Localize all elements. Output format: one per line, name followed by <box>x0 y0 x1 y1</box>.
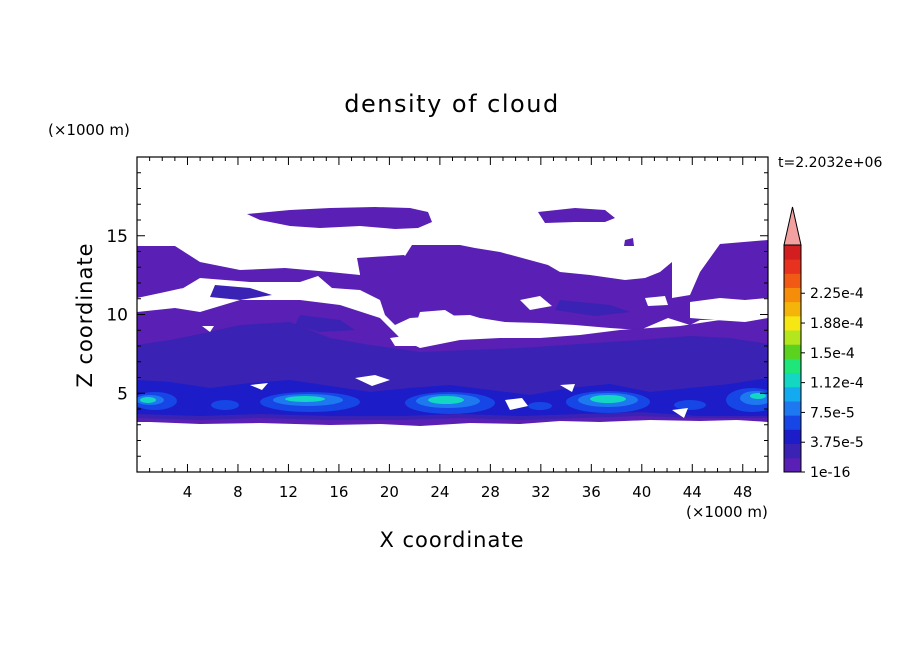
y-axis-label: Z coordinate <box>73 242 97 387</box>
x-tick-label: 12 <box>279 483 298 501</box>
cloud-streak-1 <box>210 285 272 300</box>
x-tick-label: 8 <box>233 483 243 501</box>
colorbar-segment <box>784 315 801 331</box>
x-axis-ticks: 4 8 12 16 20 24 28 32 36 40 44 48 <box>149 157 756 501</box>
colorbar-label: 1.5e-4 <box>810 346 855 362</box>
colorbar-segment <box>784 443 801 459</box>
colorbar-segment <box>784 301 801 317</box>
colorbar-label: 1e-16 <box>810 465 850 481</box>
cloud-field <box>137 207 768 426</box>
colorbar: 1e-16 3.75e-5 7.5e-5 1.12e-4 1.5e-4 1.88e-4 2.… <box>783 206 864 481</box>
cloud-patch-upper-3 <box>624 238 634 246</box>
y-axis-ticks: 5 10 15 <box>106 172 768 457</box>
x-tick-label: 36 <box>582 483 601 501</box>
colorbar-segment <box>784 358 801 374</box>
colorbar-segment <box>784 287 801 303</box>
colorbar-extend-arrow <box>783 206 802 246</box>
x-tick-label: 20 <box>380 483 399 501</box>
cloud-cores <box>137 388 768 414</box>
colorbar-segment <box>784 429 801 445</box>
x-tick-label: 4 <box>183 483 193 501</box>
x-tick-label: 40 <box>632 483 651 501</box>
cloud-streak-3 <box>555 300 630 316</box>
time-label: t=2.2032e+06 <box>778 155 882 171</box>
cloud-streak-2 <box>295 315 355 332</box>
y-unit-label: (×1000 m) <box>48 121 130 139</box>
colorbar-label: 1.12e-4 <box>810 376 864 392</box>
colorbar-segment <box>784 344 801 359</box>
colorbar-segment <box>784 415 801 430</box>
cloud-patch-upper-2 <box>538 208 615 223</box>
y-tick-label: 15 <box>106 227 128 247</box>
y-tick-label: 5 <box>117 384 128 404</box>
x-axis-label: X coordinate <box>379 528 524 552</box>
colorbar-segment <box>784 386 801 402</box>
colorbar-segment <box>784 259 801 274</box>
x-tick-label: 32 <box>531 483 550 501</box>
cloud-patch-upper-4 <box>357 255 412 295</box>
x-unit-label: (×1000 m) <box>686 503 768 521</box>
chart-title: density of cloud <box>344 90 559 118</box>
cloud-patch-upper-1 <box>247 207 432 229</box>
colorbar-segment <box>784 401 801 416</box>
x-tick-label: 16 <box>329 483 348 501</box>
clear-air-gaps <box>137 288 768 418</box>
colorbar-segment <box>784 372 801 388</box>
colorbar-segment <box>784 330 801 345</box>
x-tick-label: 28 <box>481 483 500 501</box>
x-tick-label: 44 <box>683 483 702 501</box>
colorbar-segment <box>784 457 801 473</box>
colorbar-segment <box>784 245 801 260</box>
x-tick-label: 24 <box>430 483 449 501</box>
colorbar-label: 1.88e-4 <box>810 316 864 332</box>
colorbar-label: 2.25e-4 <box>810 286 864 302</box>
y-tick-label: 10 <box>106 306 128 326</box>
x-tick-label: 48 <box>733 483 752 501</box>
colorbar-label: 7.5e-5 <box>810 405 855 421</box>
colorbar-label: 3.75e-5 <box>810 435 864 451</box>
colorbar-segment <box>784 273 801 288</box>
